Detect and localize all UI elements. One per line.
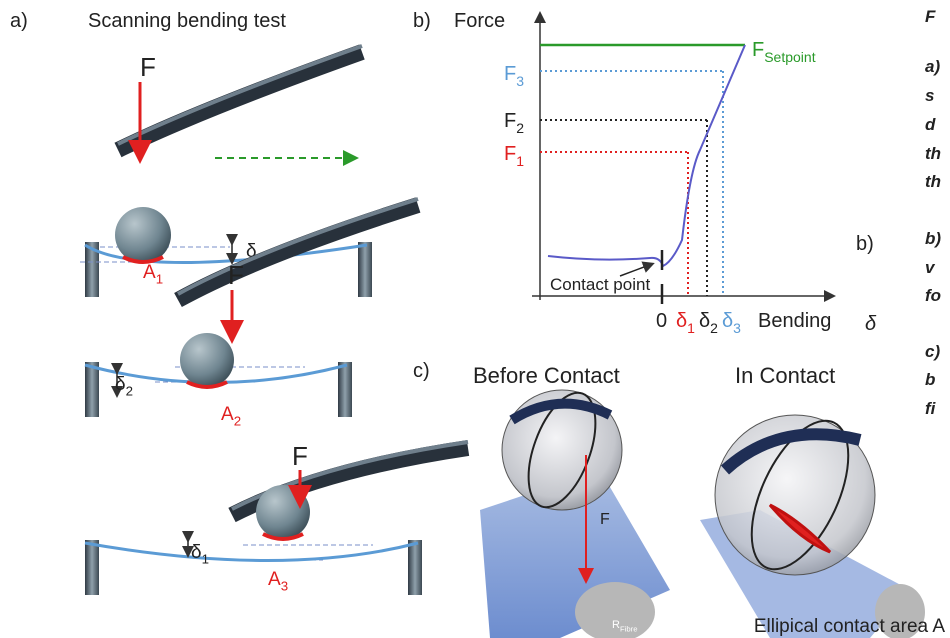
force-label: F (140, 52, 156, 82)
deflection-tick-label-base: δ (676, 310, 687, 332)
force-level-label-sub: 3 (516, 73, 524, 89)
axis-symbol: δ (865, 313, 877, 335)
caption-fragment: fo (925, 286, 941, 305)
force-label: F (228, 260, 244, 290)
support (85, 540, 99, 595)
deflection-label: δ1 (191, 542, 209, 567)
deflection-tick-label-sub: 3 (733, 320, 741, 336)
area-label-base: A (143, 262, 156, 283)
fibre (85, 543, 418, 561)
area-label-base: A (221, 404, 234, 425)
force-level-label-sub: 2 (516, 120, 524, 136)
probe-sphere (115, 207, 171, 263)
page: {"panel_a": {"label": "a)", "title": "Sc… (0, 0, 950, 638)
caption-fragment: fi (925, 399, 937, 418)
deflection-tick-label: δ3 (722, 310, 741, 336)
radius-label-sub: Fibre (620, 624, 638, 633)
area-label: A1 (143, 262, 163, 287)
probe-sphere (256, 485, 310, 539)
deflection-label-base: δ (115, 374, 126, 395)
caption-fragment: th (925, 144, 941, 163)
deflection-tick-label: δ2 (699, 310, 718, 336)
panel-label: c) (413, 360, 430, 382)
force-level-label-sub: 1 (516, 153, 524, 169)
axis-label: Bending (758, 310, 831, 332)
caption-fragment: s (925, 86, 934, 105)
force-level-label: FSetpoint (752, 39, 816, 65)
panel-title: Scanning bending test (88, 10, 286, 32)
support (85, 362, 99, 417)
force-level-label-base: F (504, 63, 516, 85)
support (358, 242, 372, 297)
deflection-tick-label-sub: 2 (710, 320, 718, 336)
force-curve (548, 45, 745, 266)
support (408, 540, 422, 595)
caption-fragment: b) (925, 229, 941, 248)
force-level-label-base: F (752, 39, 764, 61)
probe-sphere (180, 333, 234, 387)
deflection-label-base: δ (191, 542, 202, 563)
caption-fragment: F (925, 7, 936, 26)
panel-label: a) (10, 10, 28, 32)
area-label-sub: 2 (234, 414, 241, 429)
cantilever (178, 205, 418, 300)
deflection-label-sub: 1 (202, 552, 209, 567)
area-label: A3 (268, 569, 288, 594)
force-level-label-sub: Setpoint (764, 49, 815, 65)
caption-fragment: d (925, 115, 936, 134)
deflection-label: δ2 (115, 374, 133, 399)
column-title: In Contact (735, 363, 835, 388)
radius-label-base: R (612, 619, 620, 631)
force-level-label: F3 (504, 63, 524, 89)
area-label-base: A (268, 569, 281, 590)
force-level-label-base: F (504, 110, 516, 132)
area-label-sub: 3 (281, 579, 288, 594)
deflection-tick-label-sub: 1 (687, 320, 695, 336)
figure: a)Scanning bending testFA1δ3FA2δ2FA3δ1b)… (0, 0, 950, 638)
panel-label: b) (413, 10, 431, 32)
annotation: Contact point (550, 275, 650, 294)
caption-fragment: c) (925, 342, 940, 361)
support (338, 362, 352, 417)
area-label-sub: 1 (156, 272, 163, 287)
force-level-label-base: F (504, 143, 516, 165)
caption-fragment: th (925, 172, 941, 191)
force-label: F (292, 441, 308, 471)
column-title: Before Contact (473, 363, 620, 388)
caption-fragment: a) (925, 57, 940, 76)
deflection-tick-label-base: δ (699, 310, 710, 332)
deflection-tick-label: δ1 (676, 310, 695, 336)
deflection-label-sub: 2 (126, 384, 133, 399)
deflection-tick-label-base: δ (722, 310, 733, 332)
caption-fragment: v (925, 258, 936, 277)
caption-fragment: b (925, 370, 935, 389)
force-level-label: F1 (504, 143, 524, 169)
origin-label: 0 (656, 310, 667, 332)
force-level-label: F2 (504, 110, 524, 136)
axis-label: Force (454, 10, 505, 32)
panel-label: b) (856, 233, 874, 255)
force-label: F (600, 511, 610, 528)
area-label: A2 (221, 404, 241, 429)
caption: Ellipical contact area A (754, 616, 945, 637)
